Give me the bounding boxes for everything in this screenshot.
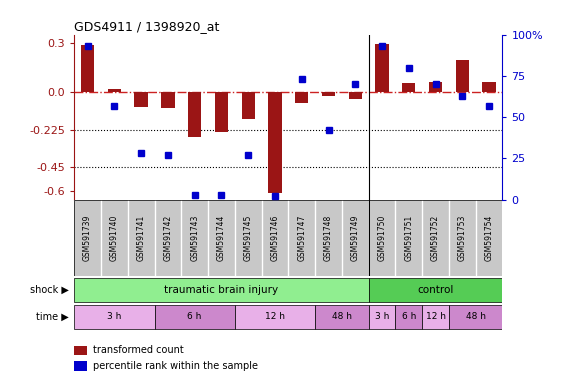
Bar [74, 305, 155, 329]
Text: 3 h: 3 h [107, 312, 122, 321]
Bar [161, 93, 175, 108]
Text: traumatic brain injury: traumatic brain injury [164, 285, 279, 295]
Bar [155, 305, 235, 329]
Text: GSM591743: GSM591743 [190, 215, 199, 261]
Bar [395, 305, 422, 329]
Text: GSM591742: GSM591742 [163, 215, 172, 261]
Text: time ▶: time ▶ [36, 312, 69, 322]
Text: GSM591746: GSM591746 [271, 215, 279, 261]
Bar [422, 305, 449, 329]
Text: control: control [417, 285, 454, 295]
Bar [375, 44, 389, 93]
Text: 48 h: 48 h [332, 312, 352, 321]
Bar [315, 305, 369, 329]
Text: percentile rank within the sample: percentile rank within the sample [93, 361, 258, 371]
Bar [482, 83, 496, 93]
Text: GSM591748: GSM591748 [324, 215, 333, 261]
Bar [369, 305, 395, 329]
Bar [242, 93, 255, 119]
Text: GSM591745: GSM591745 [244, 215, 253, 261]
Bar [81, 45, 94, 93]
Bar [429, 82, 443, 93]
Text: 48 h: 48 h [466, 312, 486, 321]
Bar [402, 83, 416, 93]
Bar [348, 93, 362, 99]
Bar [108, 89, 121, 93]
Text: GSM591747: GSM591747 [297, 215, 306, 261]
Text: GSM591751: GSM591751 [404, 215, 413, 261]
Text: 12 h: 12 h [425, 312, 445, 321]
Bar [322, 93, 335, 96]
Text: GSM591744: GSM591744 [217, 215, 226, 261]
Bar [235, 305, 315, 329]
Bar [295, 93, 308, 103]
Text: GSM591749: GSM591749 [351, 215, 360, 261]
Bar [74, 346, 87, 355]
Text: 3 h: 3 h [375, 312, 389, 321]
Text: 12 h: 12 h [265, 312, 285, 321]
Bar [74, 361, 87, 371]
Text: GSM591754: GSM591754 [485, 215, 493, 261]
Bar [456, 60, 469, 93]
Bar [215, 93, 228, 132]
Text: 6 h: 6 h [187, 312, 202, 321]
Text: 6 h: 6 h [401, 312, 416, 321]
Bar [134, 93, 148, 107]
Bar [449, 305, 502, 329]
Text: GSM591740: GSM591740 [110, 215, 119, 261]
Bar [268, 93, 282, 193]
Text: shock ▶: shock ▶ [30, 285, 69, 295]
Text: GSM591741: GSM591741 [136, 215, 146, 261]
Text: GSM591739: GSM591739 [83, 215, 92, 261]
Bar [188, 93, 202, 137]
Text: GDS4911 / 1398920_at: GDS4911 / 1398920_at [74, 20, 220, 33]
Text: GSM591752: GSM591752 [431, 215, 440, 261]
Bar [369, 278, 502, 302]
Bar [74, 278, 369, 302]
Text: GSM591750: GSM591750 [377, 215, 387, 261]
Text: transformed count: transformed count [93, 345, 183, 356]
Text: GSM591753: GSM591753 [458, 215, 467, 261]
